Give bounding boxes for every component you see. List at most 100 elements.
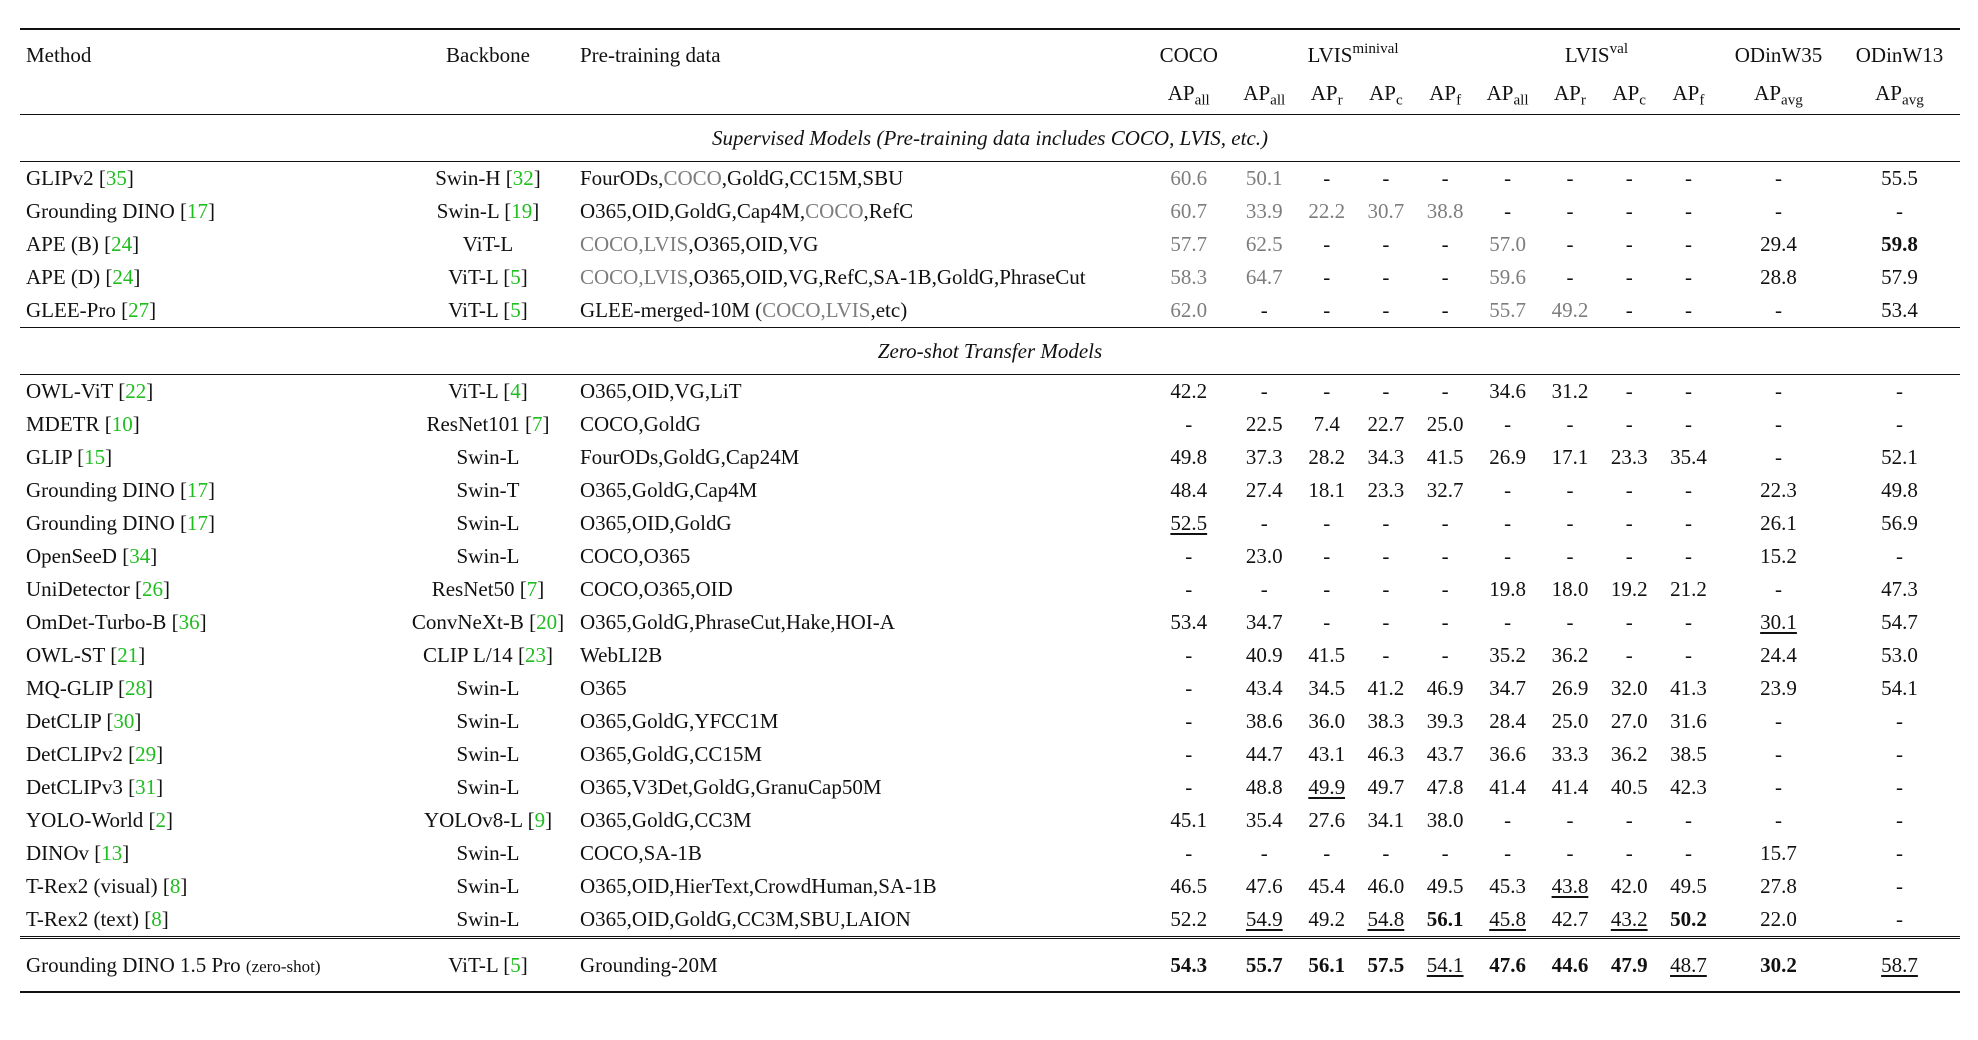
ap-label: AP xyxy=(1875,80,1902,105)
metric-value: - xyxy=(1323,166,1331,190)
metric-value: 52.2 xyxy=(1170,907,1208,931)
pretrain-header: Pre-training data xyxy=(580,42,721,67)
method-header: Method xyxy=(26,42,92,67)
metric-cell: - xyxy=(1297,162,1356,196)
pretrain-data-part: ,GoldG,CC15M,SBU xyxy=(721,166,904,190)
metric-cell: 46.5 xyxy=(1146,870,1232,903)
table-row: DINOv [13] Swin-L COCO,SA-1B - - - - - - - - - 15.7 - xyxy=(20,837,1960,870)
metric-cell: 54.8 xyxy=(1356,903,1415,938)
citation-link: 13 xyxy=(101,841,123,865)
metric-cell: - xyxy=(1475,606,1541,639)
metric-cell: - xyxy=(1839,540,1960,573)
metric-value: 48.4 xyxy=(1170,478,1208,502)
metric-cell: - xyxy=(1659,294,1718,328)
method-cell-text: T-Rex2 (visual) xyxy=(26,874,158,898)
pretrain-data-cell: COCO,GoldG xyxy=(574,408,1146,441)
metric-cell: 25.0 xyxy=(1416,408,1475,441)
pretrain-data-part: ,O365,OID,VG,RefC,SA-1B,GoldG,PhraseCut xyxy=(688,265,1086,289)
metric-value: - xyxy=(1625,166,1633,190)
method-cell: GLEE-Pro [27] xyxy=(26,298,157,322)
metric-value: - xyxy=(1625,643,1633,667)
table-row: DetCLIP [30] Swin-L O365,GoldG,YFCC1M - 38.6… xyxy=(20,705,1960,738)
pretrain-data-part: FourODs,GoldG,Cap24M xyxy=(580,445,800,469)
metric-cell: 37.3 xyxy=(1232,441,1298,474)
metric-cell: 43.7 xyxy=(1416,738,1475,771)
metric-cell: 23.9 xyxy=(1718,672,1839,705)
metric-cell: 38.0 xyxy=(1416,804,1475,837)
metric-value: 22.5 xyxy=(1245,412,1283,436)
header-spacer-method xyxy=(20,76,402,115)
table-row: OWL-ViT [22] ViT-L [4] O365,OID,VG,LiT 42.2… xyxy=(20,375,1960,409)
table-row: Grounding DINO [17] Swin-T O365,GoldG,Cap4… xyxy=(20,474,1960,507)
method-cell: DINOv [13] xyxy=(26,841,130,865)
metric-cell: 22.2 xyxy=(1297,195,1356,228)
metric-value: 33.3 xyxy=(1551,742,1589,766)
metric-value: - xyxy=(1684,265,1692,289)
metric-value: - xyxy=(1260,577,1268,601)
pretrain-data-part: O365,OID,GoldG,Cap4M, xyxy=(580,199,806,223)
metric-value: - xyxy=(1625,265,1633,289)
backbone-cell: Swin-L xyxy=(402,837,574,870)
metric-value: 57.0 xyxy=(1489,232,1526,256)
metric-value: 56.1 xyxy=(1426,907,1464,931)
metric-value: - xyxy=(1566,265,1574,289)
method-cell: OWL-ViT [22] xyxy=(26,379,154,403)
metric-cell: - xyxy=(1600,228,1659,261)
pretrain-data-cell: O365,OID,HierText,CrowdHuman,SA-1B xyxy=(574,870,1146,903)
backbone-cell: Swin-L xyxy=(402,441,574,474)
metric-value: - xyxy=(1775,709,1783,733)
citation-link: 15 xyxy=(84,445,106,469)
metric-value: 42.2 xyxy=(1170,379,1208,403)
citation-link: 2 xyxy=(155,808,167,832)
metric-cell: - xyxy=(1659,195,1718,228)
metric-value: 45.4 xyxy=(1308,874,1346,898)
metric-cell: 26.9 xyxy=(1540,672,1599,705)
metric-value: 34.5 xyxy=(1308,676,1346,700)
metric-cell: 27.8 xyxy=(1718,870,1839,903)
ap-sub: r xyxy=(1337,92,1343,109)
pretrain-data-cell: COCO,SA-1B xyxy=(574,837,1146,870)
backbone-cell-text: Swin-H xyxy=(435,166,501,190)
metric-cell: - xyxy=(1659,606,1718,639)
metric-value: 35.2 xyxy=(1489,643,1526,667)
backbone-cell-text: Swin-L xyxy=(456,511,520,535)
metric-cell: 30.7 xyxy=(1356,195,1415,228)
ap-c-header: APc xyxy=(1600,76,1659,115)
metric-cell: - xyxy=(1356,375,1415,409)
table-row: YOLO-World [2] YOLOv8-L [9] O365,GoldG,CC3… xyxy=(20,804,1960,837)
metric-cell: - xyxy=(1839,738,1960,771)
metric-cell: 29.4 xyxy=(1718,228,1839,261)
backbone-cell: Swin-L xyxy=(402,705,574,738)
backbone-cell-text: CLIP L/14 xyxy=(423,643,513,667)
metric-cell: - xyxy=(1475,195,1541,228)
metric-cell: - xyxy=(1659,837,1718,870)
metric-cell: 34.1 xyxy=(1356,804,1415,837)
metric-value: - xyxy=(1185,775,1193,799)
pretrain-data-cell: O365,V3Det,GoldG,GranuCap50M xyxy=(574,771,1146,804)
metric-value: 54.7 xyxy=(1881,610,1918,634)
table-row: T-Rex2 (visual) [8] Swin-L O365,OID,HierTe… xyxy=(20,870,1960,903)
metric-value: - xyxy=(1323,265,1331,289)
metric-cell: - xyxy=(1659,261,1718,294)
metric-value: - xyxy=(1441,232,1449,256)
metric-cell: - xyxy=(1416,162,1475,196)
metric-value: - xyxy=(1382,643,1390,667)
metric-value: - xyxy=(1382,544,1390,568)
ap-sub: all xyxy=(1194,92,1210,109)
metric-value: - xyxy=(1775,445,1783,469)
metric-value: 28.2 xyxy=(1308,445,1346,469)
method-cell: Grounding DINO [17] xyxy=(26,478,215,502)
metric-value: 55.7 xyxy=(1245,952,1283,977)
pretrain-data-part: COCO,GoldG xyxy=(580,412,701,436)
metric-value: 54.8 xyxy=(1367,907,1405,931)
citation-link: 9 xyxy=(534,808,546,832)
method-cell-note: (zero-shot) xyxy=(245,956,321,976)
metric-cell: 47.3 xyxy=(1839,573,1960,606)
citation-link: 8 xyxy=(169,874,181,898)
metric-cell: - xyxy=(1839,804,1960,837)
metric-cell: - xyxy=(1356,261,1415,294)
metric-value: - xyxy=(1323,511,1331,535)
backbone-cell-text: YOLOv8-L xyxy=(423,808,523,832)
backbone-cell-text: ResNet50 xyxy=(431,577,515,601)
table-row: DetCLIPv2 [29] Swin-L O365,GoldG,CC15M - 44.… xyxy=(20,738,1960,771)
